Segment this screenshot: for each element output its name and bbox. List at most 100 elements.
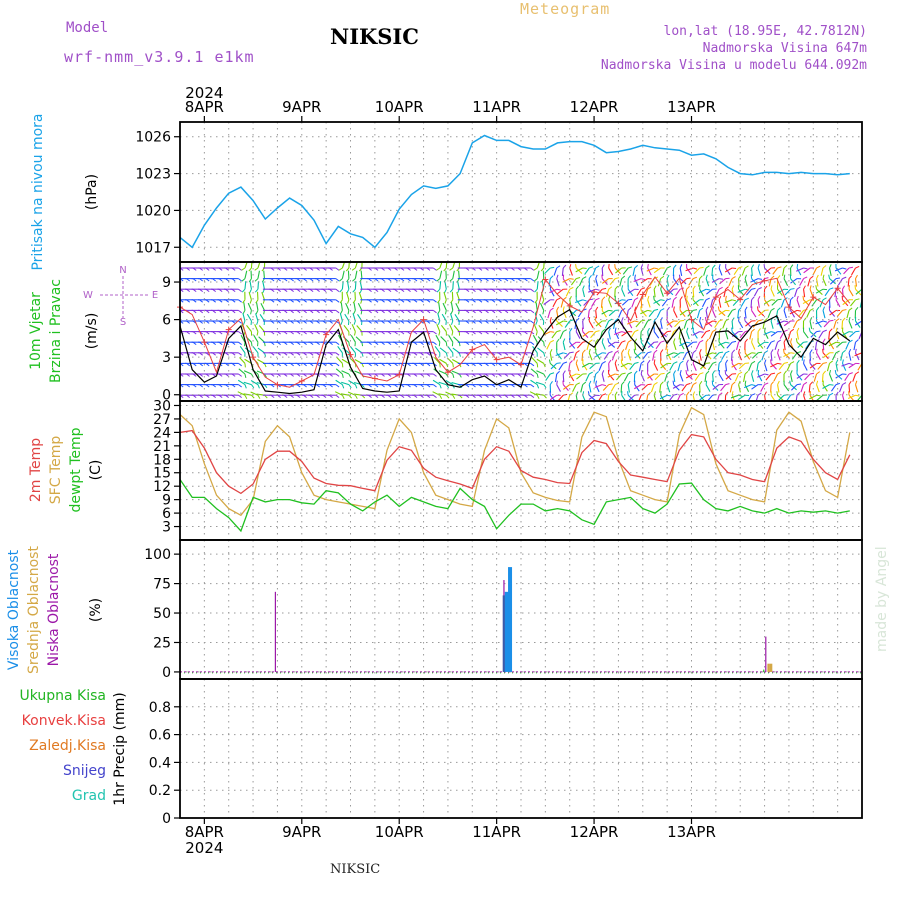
wind-barb [790,384,797,391]
wind-barb-flag [647,327,650,332]
wind-barb-flag [738,394,743,397]
wind-barb [686,267,692,275]
wind-barb [591,299,597,307]
wind-barb [833,320,837,329]
bottom-date-label: 11APR [472,823,521,841]
wind-barb-flag [770,340,775,343]
wind-barb [673,310,678,318]
wind-barb [676,394,681,401]
wind-barb [841,362,850,367]
wind-barb-flag [790,296,794,301]
wind-barb-flag [339,288,343,293]
wind-barb-flag [556,265,561,269]
wind-barb-flag [855,380,858,385]
wind-barb-flag [244,373,247,379]
wind-barb [764,267,772,274]
wind-barb-flag [595,338,599,343]
wind-barb [830,384,837,392]
wind-barb [584,267,590,275]
wind-barb-flag [834,369,837,375]
wind-barb [342,347,350,354]
wind-barb [556,352,562,360]
wind-barb-flag [790,352,795,354]
wind-barb-flag [575,382,581,386]
wind-barb-flag [608,318,613,322]
wind-barb [545,373,551,381]
wind-barb-flag [654,267,659,270]
wind-barb-flag [796,309,802,312]
wind-barb [770,363,777,370]
wind-barb-flag [808,327,811,332]
wind-barb-flag [627,339,632,343]
wind-barb-flag [588,275,592,279]
wind-barb [738,394,746,401]
wind-barb-flag [562,370,566,375]
wind-barb-flag [628,266,633,269]
wind-barb-flag [634,264,639,269]
wind-barb-flag [744,265,749,269]
wind-barb [741,267,746,276]
temp-unit-label: (C) [88,460,104,481]
wind-barb-flag [251,394,255,399]
wind-barb-flag [556,362,561,364]
wind-barb [686,341,694,348]
wind-barb [848,362,856,369]
wind-barb-flag [835,318,840,322]
wind-barb-flag [712,306,715,311]
top-year-label: 2024 [185,84,223,102]
wind-barb [733,267,740,275]
wind-barb-flag [588,339,593,343]
wind-barb [536,358,545,364]
wind-barb [653,395,657,401]
wind-barb-flag [445,384,450,389]
wind-barb-flag [848,362,853,366]
wind-barb-flag [457,299,460,304]
wind-barb [829,341,835,350]
wind-barb-flag [335,362,340,367]
wind-barb-flag [250,342,253,347]
wind-barb [452,270,455,279]
wind-barb-flag [621,340,626,343]
mid-cloud-axis-title: Srednja Oblacnost [26,546,42,674]
wind-barb [829,373,834,382]
wind-barb-flag [634,361,639,364]
wind-barb-flag [777,266,782,269]
wind-barb [724,299,733,304]
gust-marker [493,356,500,363]
wind-barb-flag [263,352,267,357]
wind-barb [738,288,745,296]
wind-barb-flag [782,348,785,353]
wind-barb-flag [351,267,356,271]
wind-barb-flag [855,339,859,343]
wind-barb [608,299,613,308]
top-date-label: 11APR [472,98,521,116]
wind-barb [700,331,707,339]
panel-frame [179,121,863,263]
wind-barb-flag [443,267,447,272]
wind-barb-flag [354,384,358,389]
wind-barb [757,341,765,348]
y-tick-label: 0.8 [149,700,171,716]
wind-barb-flag [679,370,682,375]
wind-barb [706,288,713,295]
wind-barb-flag [667,394,672,397]
wind-barb [829,278,837,285]
wind-barb [452,262,456,269]
wind-barb-flag [569,278,574,280]
wind-barb-flag [692,349,697,354]
wind-barb-flag [647,286,652,290]
wind-barb [263,270,265,279]
temp2m-axis-title: 2m Temp [28,438,44,502]
wind-barb [807,278,811,287]
wind-barb [743,384,752,389]
wind-barb [562,342,566,351]
wind-barb-flag [257,384,260,389]
wind-barb-flag [764,382,769,386]
wind-barb [647,373,655,379]
wind-barb-flag [444,288,447,293]
wind-barb-flag [686,286,690,290]
wind-barb [562,384,571,390]
gust-marker [810,294,817,301]
wind-barb-flag [249,299,252,304]
wind-barb-flag [458,342,461,347]
